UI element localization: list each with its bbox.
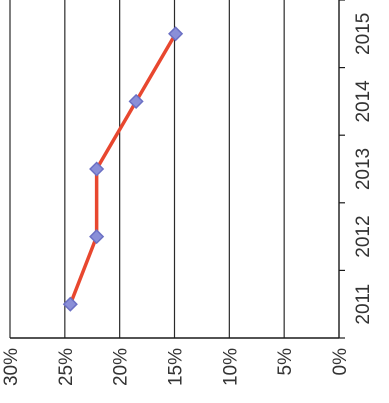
grid-lines bbox=[9, 0, 285, 338]
value-tick-label: 30% bbox=[1, 348, 22, 386]
value-tick-label: 15% bbox=[166, 348, 187, 386]
data-point-2013 bbox=[89, 161, 105, 177]
value-tick-label: 10% bbox=[220, 348, 241, 386]
data-point-2011 bbox=[62, 296, 78, 312]
category-tick-label: 2012 bbox=[353, 215, 374, 257]
category-tick-label: 2011 bbox=[353, 284, 374, 325]
data-point-2014 bbox=[128, 93, 144, 109]
value-tick-label: 20% bbox=[111, 348, 132, 386]
category-tick-label: 2015 bbox=[353, 13, 374, 55]
series-line bbox=[68, 32, 178, 306]
data-point-2012 bbox=[89, 229, 105, 245]
category-tick-label: 2013 bbox=[353, 148, 374, 190]
data-point-2015 bbox=[168, 26, 184, 42]
value-tick-label: 0% bbox=[330, 348, 351, 376]
category-tick-label: 2014 bbox=[353, 80, 374, 123]
category-axis-labels: 2011 2012 2013 2014 2015 bbox=[353, 13, 374, 325]
category-axis bbox=[10, 0, 345, 339]
value-tick-label: 5% bbox=[275, 348, 296, 376]
value-tick-label: 25% bbox=[56, 348, 77, 386]
series-group bbox=[62, 26, 184, 312]
value-axis-labels: 0% 5% 10% 15% 20% 25% 30% bbox=[1, 348, 351, 386]
